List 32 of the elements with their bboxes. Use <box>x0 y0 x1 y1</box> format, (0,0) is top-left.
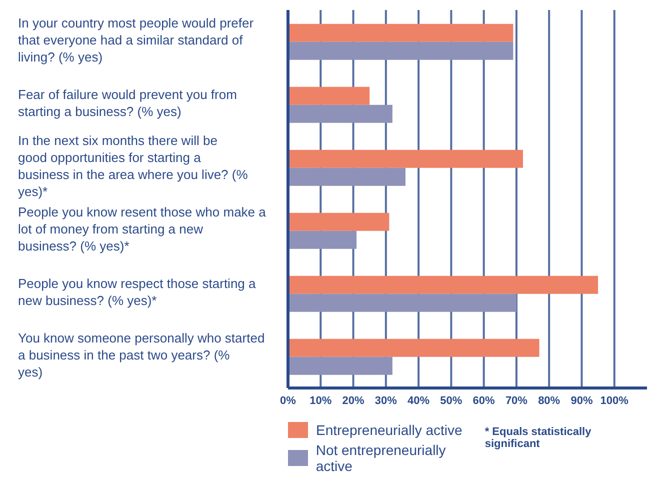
x-tick-label: 90% <box>570 394 593 407</box>
bar <box>288 42 514 60</box>
bar <box>288 294 516 312</box>
x-tick-label: 80% <box>538 394 560 407</box>
x-tick-label: 60% <box>472 394 496 407</box>
text: * Equals statistically significant <box>484 426 592 450</box>
bar <box>288 104 392 123</box>
x-tick-label: 40% <box>408 394 430 407</box>
bar <box>288 86 370 105</box>
bar <box>288 24 514 42</box>
y-tick-label: Fear of failure would prevent you from starting a business? (% yes) <box>18 87 237 120</box>
x-tick-label: 50% <box>440 394 462 407</box>
bar <box>288 356 392 375</box>
bar <box>288 168 406 186</box>
y-tick-label: In your country most people would prefer that everyone had a similar standard of living? (% yes) <box>18 16 254 65</box>
x-tick-label: 70% <box>505 394 528 407</box>
x-tick-label: 20% <box>342 394 364 407</box>
x-tick-label: 10% <box>310 394 332 407</box>
x-tick-label: 100% <box>600 394 629 407</box>
x-tick-label: 30% <box>374 394 398 407</box>
bar <box>288 276 598 294</box>
y-tick-label: You know someone personally who started a business in the past two years? (% yes) <box>18 330 265 380</box>
x-tick-label: 0% <box>280 394 296 407</box>
bar <box>288 150 523 168</box>
legend-label: Not entrepreneurially active <box>316 442 447 474</box>
legend-label: Entrepreneurially active <box>316 422 462 438</box>
y-tick-label: People you know respect those starting a new business? (% yes)* <box>18 276 257 308</box>
y-tick-label: In the next six months there will be good opportunities for starting a business in the area where you live? (% yes)* <box>18 133 248 200</box>
bar <box>288 212 390 231</box>
y-tick-label: People you know resent those who make a lot of money from starting a new business? (% yes)* <box>18 204 267 254</box>
bar <box>288 338 540 357</box>
bar <box>288 230 357 249</box>
